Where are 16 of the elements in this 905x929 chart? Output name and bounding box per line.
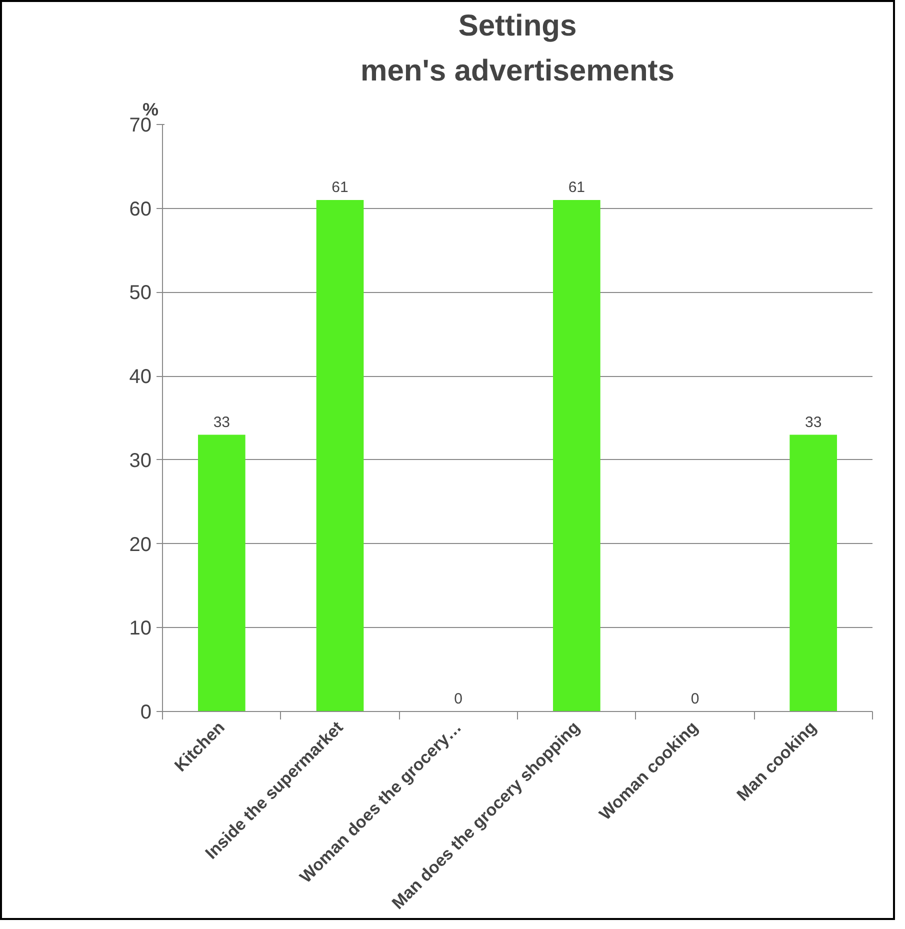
chart-subtitle: men's advertisements (360, 54, 674, 88)
data-label: 33 (213, 414, 230, 431)
data-label: 0 (690, 690, 700, 708)
y-tick-label: 50 (129, 282, 152, 304)
y-tick-label: 40 (129, 366, 152, 388)
chart-title: Settings (458, 10, 577, 42)
y-tick-label: 20 (129, 534, 152, 556)
y-tick-label: 0 (140, 702, 152, 724)
y-tick-label: 70 (129, 114, 152, 136)
data-label: 61 (332, 178, 348, 196)
y-tick-label: 10 (129, 618, 152, 640)
y-tick-label: 30 (129, 450, 152, 472)
data-label: 33 (804, 414, 822, 431)
y-tick-label: 60 (129, 198, 152, 220)
data-label: 0 (454, 690, 463, 708)
data-label: 61 (568, 178, 586, 196)
